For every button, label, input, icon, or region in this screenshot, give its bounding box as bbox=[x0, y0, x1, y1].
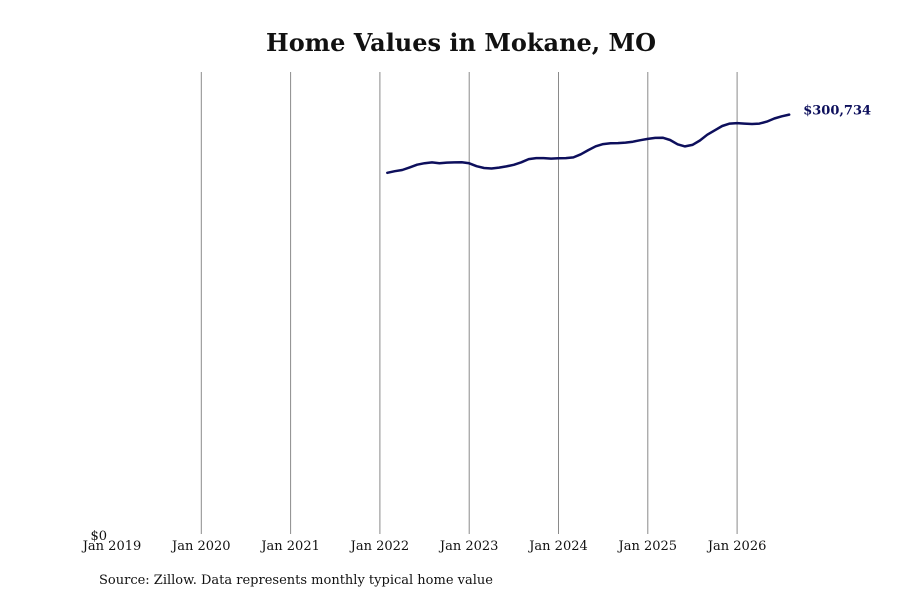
home-value-line bbox=[386, 113, 791, 175]
x-tick-label: Jan 2020 bbox=[170, 539, 231, 554]
x-tick-label: Jan 2023 bbox=[438, 539, 499, 554]
y-axis-tick-labels: $0 bbox=[90, 529, 107, 544]
chart-title: Home Values in Mokane, MO bbox=[266, 28, 656, 57]
x-tick-label: Jan 2025 bbox=[617, 539, 678, 554]
source-note: Source: Zillow. Data represents monthly … bbox=[99, 573, 493, 588]
y-tick-label: $0 bbox=[90, 529, 107, 544]
latest-value-label: $300,734 bbox=[803, 104, 871, 119]
x-tick-label: Jan 2021 bbox=[259, 539, 320, 554]
x-tick-label: Jan 2019 bbox=[81, 539, 142, 554]
x-tick-label: Jan 2026 bbox=[706, 539, 767, 554]
x-tick-label: Jan 2024 bbox=[527, 539, 588, 554]
gridlines bbox=[200, 72, 738, 534]
x-axis-tick-labels: Jan 2019 Jan 2020 Jan 2021 Jan 2022 Jan 2023… bbox=[81, 539, 767, 554]
x-tick-label: Jan 2022 bbox=[349, 539, 410, 554]
